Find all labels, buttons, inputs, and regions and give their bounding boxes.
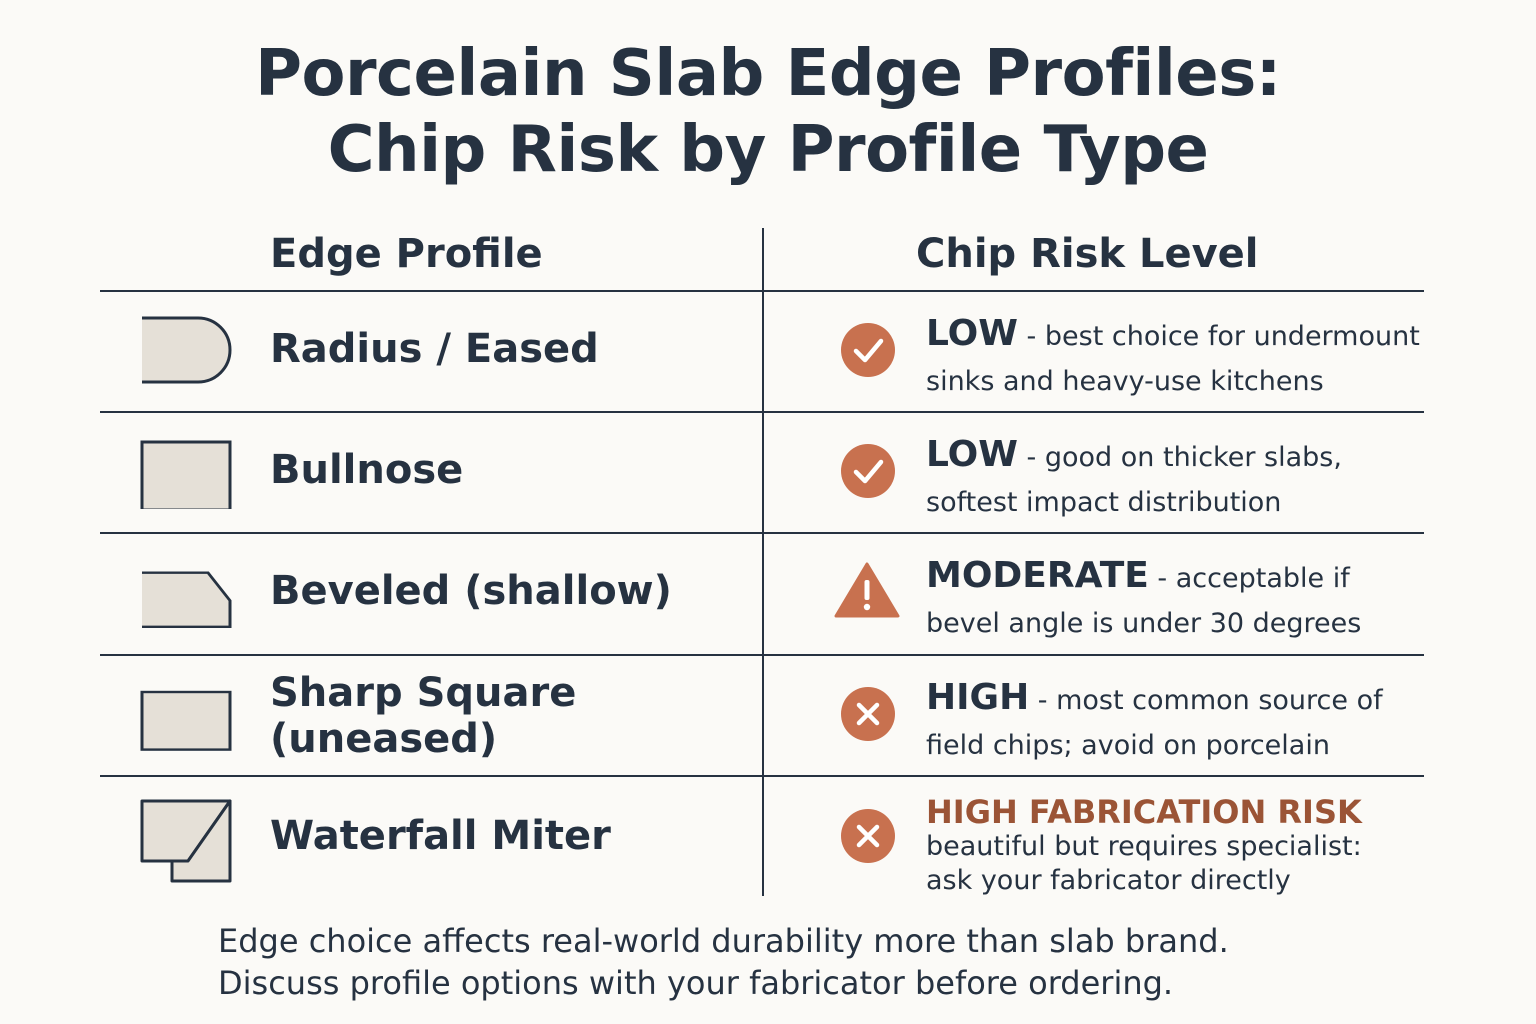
- risk-detail: - acceptable if: [1148, 563, 1350, 594]
- row-divider: [100, 775, 1424, 777]
- risk-description: MODERATE - acceptable if bevel angle is …: [926, 554, 1426, 644]
- risk-detail: bevel angle is under 30 degrees: [926, 608, 1362, 639]
- row-divider: [100, 532, 1424, 534]
- risk-detail: field chips; avoid on porcelain: [926, 730, 1330, 761]
- risk-level: HIGH FABRICATION RISK: [926, 793, 1362, 831]
- risk-detail: - most common source of: [1029, 685, 1383, 716]
- row-divider: [100, 654, 1424, 656]
- profile-name: Radius / Eased: [270, 326, 599, 372]
- row-divider: [100, 290, 1424, 292]
- x-icon: [841, 687, 895, 741]
- footer-note: Edge choice affects real-world durabilit…: [218, 920, 1229, 1004]
- x-icon: [841, 809, 895, 863]
- page-title: Porcelain Slab Edge Profiles: Chip Risk …: [0, 36, 1536, 188]
- risk-detail: - good on thicker slabs,: [1017, 442, 1342, 473]
- risk-level: HIGH: [926, 677, 1030, 718]
- risk-detail: softest impact distribution: [926, 487, 1282, 518]
- title-line-2: Chip Risk by Profile Type: [327, 113, 1209, 187]
- profile-name: Bullnose: [270, 447, 464, 493]
- footer-line-1: Edge choice affects real-world durabilit…: [218, 922, 1229, 960]
- risk-detail: - best choice for undermount: [1017, 321, 1420, 352]
- warning-icon: [834, 562, 900, 618]
- risk-detail: ask your fabricator directly: [926, 865, 1291, 896]
- profile-name-line-2: (uneased): [270, 716, 498, 762]
- risk-description: HIGH - most common source of field chips…: [926, 676, 1426, 766]
- column-divider: [762, 228, 764, 896]
- bullnose-edge-profile-shape: [140, 440, 232, 509]
- title-line-1: Porcelain Slab Edge Profiles:: [255, 37, 1281, 111]
- waterfall-miter-edge-profile-shape: [140, 799, 232, 883]
- risk-level: MODERATE: [926, 555, 1149, 596]
- risk-detail: beautiful but requires specialist:: [926, 831, 1362, 862]
- table-row-beveled: Beveled (shallow) MODERATE - acceptable …: [100, 534, 1424, 654]
- risk-level: LOW: [926, 434, 1018, 475]
- profile-name-line-1: Sharp Square: [270, 670, 577, 716]
- profile-name: Sharp Square (uneased): [270, 670, 576, 762]
- risk-level: LOW: [926, 313, 1018, 354]
- table-row-bullnose: Bullnose LOW - good on thicker slabs, so…: [100, 413, 1424, 533]
- risk-description: HIGH FABRICATION RISK beautiful but requ…: [926, 794, 1426, 898]
- profile-name: Waterfall Miter: [270, 813, 611, 859]
- risk-detail: sinks and heavy-use kitchens: [926, 366, 1324, 397]
- profile-name: Beveled (shallow): [270, 568, 672, 614]
- edge-profile-header: Edge Profile: [270, 231, 543, 277]
- footer-line-2: Discuss profile options with your fabric…: [218, 964, 1174, 1002]
- beveled-edge-profile-shape: [142, 571, 232, 629]
- risk-description: LOW - good on thicker slabs, softest imp…: [926, 433, 1426, 523]
- row-divider: [100, 411, 1424, 413]
- table-row-radius-eased: Radius / Eased LOW - best choice for und…: [100, 292, 1424, 412]
- risk-description: LOW - best choice for undermount sinks a…: [926, 312, 1426, 402]
- sharp-square-edge-profile-shape: [140, 690, 232, 751]
- check-icon: [841, 444, 895, 498]
- table-row-sharp-square: Sharp Square (uneased) HIGH - most commo…: [100, 656, 1424, 776]
- table-row-waterfall-miter: Waterfall Miter HIGH FABRICATION RISK be…: [100, 777, 1424, 897]
- radius-edge-profile-shape: [142, 316, 232, 384]
- check-icon: [841, 323, 895, 377]
- chip-risk-header: Chip Risk Level: [916, 231, 1259, 277]
